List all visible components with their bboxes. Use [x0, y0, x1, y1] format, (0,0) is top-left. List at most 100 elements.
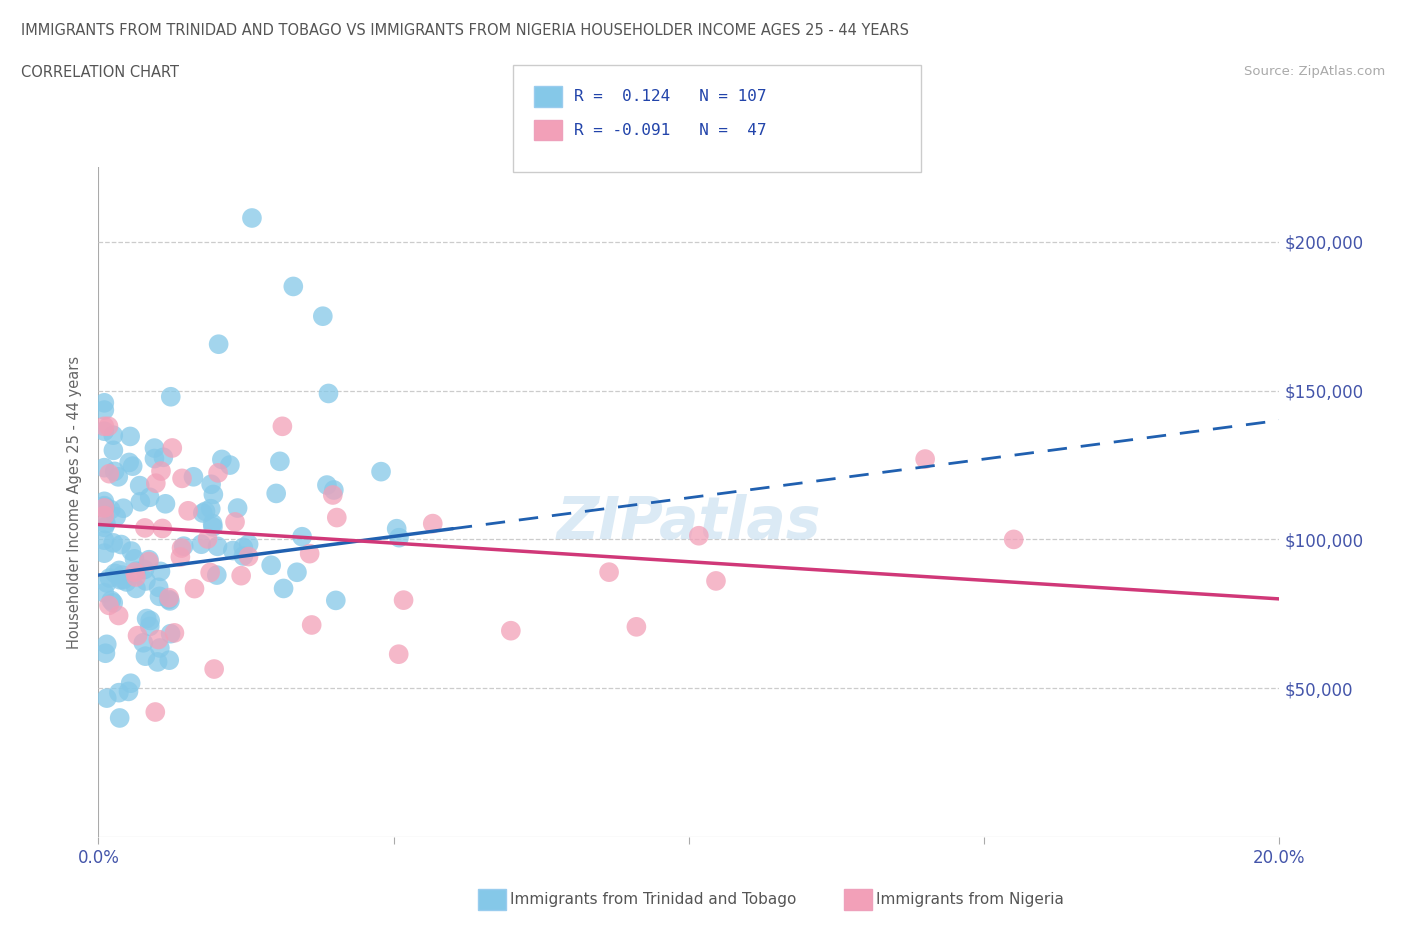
Point [271, 418, 294, 433]
Point [110, 572, 132, 587]
Point [100, 593, 122, 608]
Point [159, 626, 181, 641]
Point [96, 637, 118, 652]
Point [132, 635, 155, 650]
Point [93, 585, 115, 600]
Point [105, 510, 128, 525]
Point [111, 567, 134, 582]
Point [143, 451, 166, 466]
Point [704, 574, 727, 589]
Point [134, 649, 156, 664]
Point [93, 418, 115, 433]
Point [94, 499, 117, 514]
Point [264, 486, 287, 501]
Point [115, 575, 138, 590]
Point [183, 581, 205, 596]
Point [232, 549, 254, 564]
Point [269, 454, 291, 469]
Point [127, 628, 149, 643]
Point [152, 450, 174, 465]
Point [107, 608, 129, 623]
Point [98, 466, 121, 481]
Point [201, 520, 224, 535]
Point [626, 619, 648, 634]
Point [117, 684, 139, 698]
Point [298, 546, 321, 561]
Point [218, 458, 240, 472]
Point [385, 521, 408, 536]
Point [138, 554, 160, 569]
Point [200, 477, 222, 492]
Point [124, 551, 146, 566]
Point [97, 418, 120, 433]
Point [128, 478, 150, 493]
Point [134, 562, 156, 577]
Point [194, 504, 217, 519]
Point [93, 498, 115, 513]
Point [273, 581, 295, 596]
Point [148, 589, 170, 604]
Point [157, 591, 180, 605]
Point [322, 483, 344, 498]
Point [159, 390, 181, 405]
Point [93, 508, 115, 523]
Point [110, 538, 132, 552]
Point [150, 464, 173, 479]
Point [202, 487, 225, 502]
Point [157, 653, 180, 668]
Point [145, 476, 167, 491]
Point [101, 536, 124, 551]
Point [125, 581, 148, 596]
Point [260, 558, 283, 573]
Point [120, 429, 142, 444]
Point [177, 503, 200, 518]
Point [312, 309, 335, 324]
Point [183, 470, 205, 485]
Y-axis label: Householder Income Ages 25 - 44 years: Householder Income Ages 25 - 44 years [67, 355, 83, 649]
Point [285, 565, 308, 579]
Point [125, 564, 148, 578]
Point [499, 623, 522, 638]
Point [914, 452, 936, 467]
Point [224, 514, 246, 529]
Text: ZIPatlas: ZIPatlas [557, 494, 821, 551]
Text: R =  0.124   N = 107: R = 0.124 N = 107 [574, 89, 766, 104]
Point [96, 576, 118, 591]
Point [163, 626, 186, 641]
Point [198, 565, 221, 580]
Point [129, 495, 152, 510]
Point [322, 487, 344, 502]
Point [170, 540, 193, 555]
Point [139, 613, 162, 628]
Point [118, 455, 141, 470]
Point [370, 464, 392, 479]
Point [207, 337, 229, 352]
Point [93, 500, 115, 515]
Point [93, 520, 115, 535]
Point [422, 516, 444, 531]
Point [112, 500, 135, 515]
Point [207, 465, 229, 480]
Point [125, 569, 148, 584]
Point [1002, 532, 1025, 547]
Point [107, 470, 129, 485]
Point [93, 403, 115, 418]
Point [94, 516, 117, 531]
Point [100, 502, 122, 517]
Point [388, 646, 411, 661]
Point [135, 574, 157, 589]
Point [93, 500, 115, 515]
Point [291, 529, 314, 544]
Text: Immigrants from Nigeria: Immigrants from Nigeria [876, 892, 1064, 907]
Point [134, 521, 156, 536]
Point [108, 711, 131, 725]
Point [238, 549, 260, 564]
Point [104, 565, 127, 580]
Point [124, 565, 146, 579]
Point [93, 494, 115, 509]
Point [301, 618, 323, 632]
Point [143, 441, 166, 456]
Point [97, 598, 120, 613]
Point [94, 645, 117, 660]
Point [159, 593, 181, 608]
